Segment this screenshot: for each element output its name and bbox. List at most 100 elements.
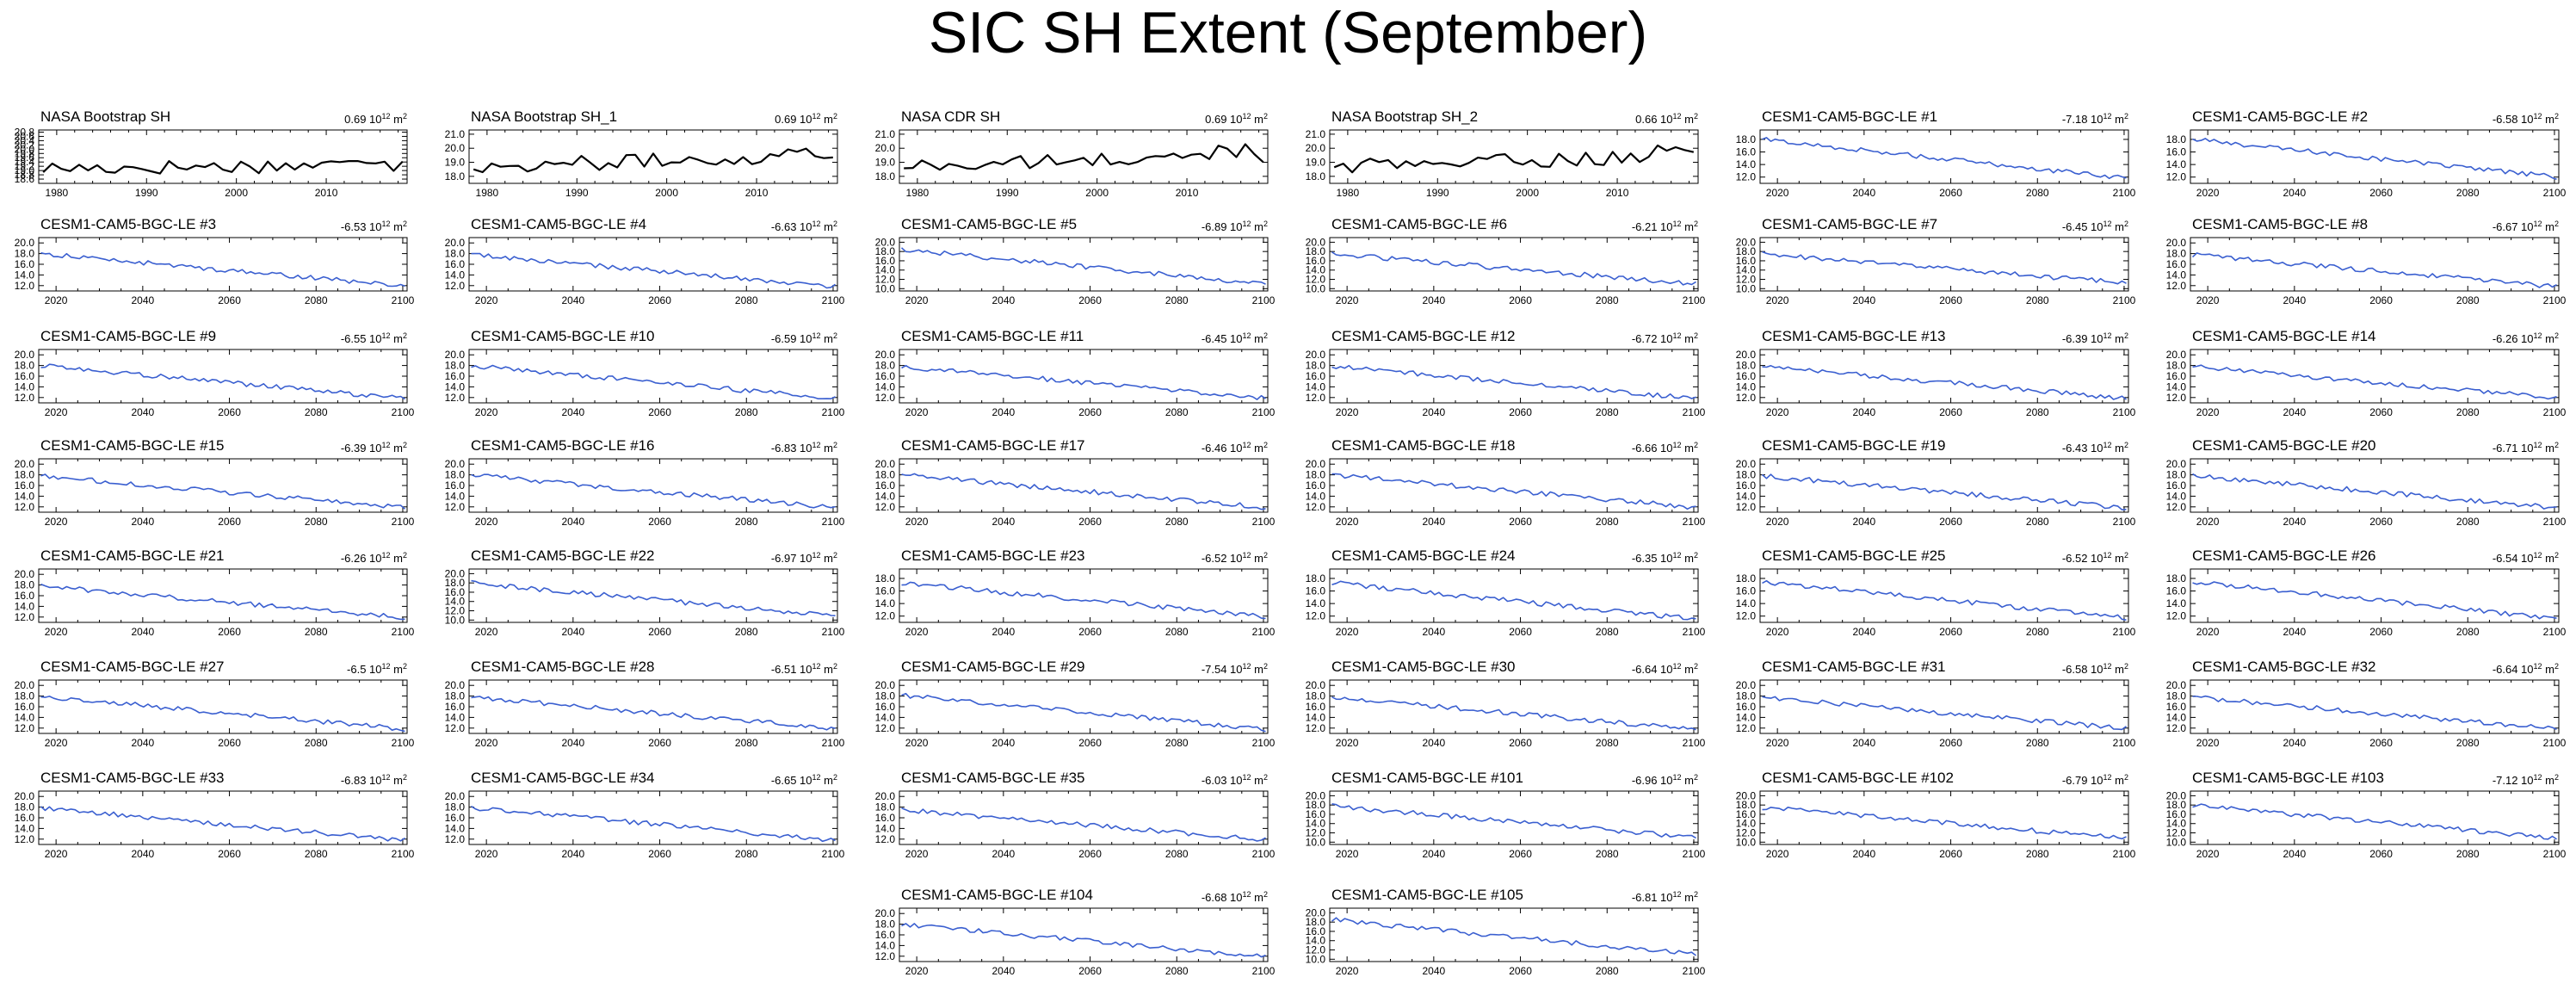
y-tick-label: 18.0	[445, 801, 466, 813]
trend-unit-symbol-exponent: 2	[1694, 551, 1698, 560]
panel-5: CESM1-CAM5-BGC-LE #1 -7.18 1012 m2 2020 204…	[1736, 108, 2136, 199]
plot-frame	[38, 568, 408, 623]
x-tick-label: 2040	[561, 294, 584, 306]
panel-30: CESM1-CAM5-BGC-LE #26 -6.54 1012 m2 2020 20…	[2166, 547, 2567, 638]
x-tick-label: 2100	[822, 848, 845, 860]
trend-value: -6.26 10	[341, 552, 382, 565]
panel-1: NASA Bootstrap SH 0.69 1012 m2 1980 1990 200…	[15, 108, 408, 199]
y-tick-label: 14.0	[1736, 380, 1757, 393]
series-line	[904, 143, 1264, 171]
series-line	[2192, 695, 2557, 731]
panel-20: CESM1-CAM5-BGC-LE #16 -6.83 1012 m2 2020 20…	[445, 437, 845, 528]
x-tick-label: 2100	[822, 294, 845, 306]
trend-unit-symbol-exponent: 2	[1694, 441, 1698, 449]
trend-unit-exponent: 12	[1243, 220, 1251, 228]
trend-unit-symbol: m	[1251, 332, 1263, 345]
panel-title: CESM1-CAM5-BGC-LE #105	[1331, 887, 1523, 903]
panel-28: CESM1-CAM5-BGC-LE #24 -6.35 1012 m2 2020 20…	[1306, 547, 1706, 638]
series-line	[40, 583, 405, 621]
x-tick-label: 2100	[392, 626, 415, 638]
y-tick-label: 20.0	[15, 679, 35, 691]
x-tick-label: 2040	[131, 848, 154, 860]
x-tick-label: 2020	[1336, 516, 1359, 528]
y-tick-label: 14.0	[1736, 711, 1757, 723]
y-tick-label: 16.0	[1306, 925, 1326, 937]
y-tick-label: 10.0	[1736, 282, 1757, 294]
trend-unit-exponent: 12	[2534, 220, 2542, 228]
trend-unit-exponent: 12	[2103, 551, 2112, 560]
plot-frame	[2190, 237, 2560, 292]
trend-unit-symbol: m	[821, 332, 833, 345]
trend-unit-symbol-exponent: 2	[833, 220, 837, 228]
panel-24: CESM1-CAM5-BGC-LE #20 -6.71 1012 m2 2020 20…	[2166, 437, 2567, 528]
x-tick-label: 2080	[305, 848, 328, 860]
y-tick-label: 16.0	[445, 479, 466, 492]
trend-value: -6.52 10	[1202, 552, 1243, 565]
x-tick-label: 2100	[822, 626, 845, 638]
x-tick-label: 2080	[305, 294, 328, 306]
y-tick-label: 12.0	[445, 722, 466, 734]
x-tick-label: 2080	[735, 294, 758, 306]
trend-unit-exponent: 12	[2103, 662, 2112, 671]
series-line	[901, 473, 1266, 510]
trend-unit-symbol-exponent: 2	[403, 773, 407, 782]
x-tick-label: 2060	[1078, 626, 1102, 638]
x-tick-label: 2040	[2283, 187, 2306, 199]
x-tick-label: 2040	[2283, 406, 2306, 418]
plot-frame	[2190, 129, 2560, 184]
trend-unit-exponent: 12	[382, 662, 391, 671]
x-tick-label: 2100	[2113, 187, 2136, 199]
plot-frame	[1329, 679, 1699, 734]
x-tick-label: 2040	[1422, 737, 1445, 749]
x-tick-label: 2080	[2456, 737, 2480, 749]
trend-label: -6.83 1012 m2	[341, 773, 407, 787]
trend-unit-exponent: 12	[2103, 773, 2112, 782]
trend-label: -6.03 1012 m2	[1202, 773, 1268, 787]
x-tick-label: 2020	[1766, 737, 1789, 749]
y-tick-label: 14.0	[1306, 490, 1326, 502]
x-tick-label: 2060	[218, 516, 241, 528]
y-tick-label: 12.0	[875, 950, 896, 962]
y-tick-label: 12.0	[2166, 280, 2187, 292]
trend-unit-symbol-exponent: 2	[833, 112, 837, 121]
plot-frame	[468, 458, 838, 513]
x-tick-label: 1980	[906, 187, 930, 199]
trend-unit-symbol-exponent: 2	[403, 662, 407, 671]
trend-unit-exponent: 12	[1673, 220, 1682, 228]
y-tick-label: 18.0	[1306, 360, 1326, 372]
trend-unit-exponent: 12	[2534, 662, 2542, 671]
x-tick-label: 2040	[131, 626, 154, 638]
x-tick-label: 2060	[1078, 294, 1102, 306]
trend-unit-exponent: 12	[1243, 331, 1251, 340]
y-tick-label: 19.2	[15, 160, 35, 172]
trend-value: -6.39 10	[2062, 332, 2103, 345]
y-tick-label: 20.0	[445, 458, 466, 470]
x-tick-label: 2040	[1852, 737, 1875, 749]
y-tick-label: 18.0	[445, 577, 466, 589]
series-line	[2192, 364, 2557, 400]
trend-unit-exponent: 12	[1243, 773, 1251, 782]
panel-10: CESM1-CAM5-BGC-LE #6 -6.21 1012 m2 2020 204…	[1306, 216, 1706, 306]
y-tick-label: 18.0	[875, 170, 896, 182]
panel-6: CESM1-CAM5-BGC-LE #2 -6.58 1012 m2 2020 204…	[2166, 108, 2567, 199]
panel-41: CESM1-CAM5-BGC-LE #102 -6.79 1012 m2 2020 2…	[1736, 770, 2136, 860]
x-tick-label: 2000	[225, 187, 248, 199]
y-tick-label: 16.0	[875, 370, 896, 382]
trend-unit-exponent: 12	[1673, 890, 1682, 899]
y-tick-label: 18.0	[1306, 170, 1326, 182]
x-tick-label: 2020	[1766, 294, 1789, 306]
y-tick-label: 14.0	[15, 822, 35, 834]
x-tick-label: 2100	[1252, 965, 1276, 977]
panel-title: CESM1-CAM5-BGC-LE #11	[901, 328, 1084, 344]
x-tick-label: 2100	[2113, 406, 2136, 418]
y-tick-label: 19.4	[15, 156, 35, 168]
x-tick-label: 2040	[991, 516, 1015, 528]
y-tick-label: 12.0	[875, 722, 896, 734]
y-tick-label: 14.0	[1306, 380, 1326, 393]
y-tick-label: 20.0	[875, 790, 896, 802]
x-tick-label: 2060	[218, 626, 241, 638]
x-tick-label: 2010	[1176, 187, 1199, 199]
trend-label: -6.64 1012 m2	[2493, 662, 2559, 676]
x-tick-label: 2060	[1939, 626, 1962, 638]
y-tick-label: 20.0	[875, 679, 896, 691]
